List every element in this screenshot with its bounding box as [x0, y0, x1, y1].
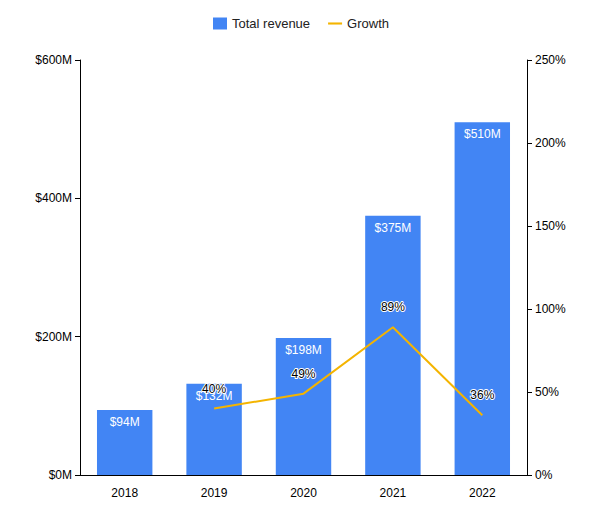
svg-text:2018: 2018: [111, 486, 138, 500]
svg-text:Growth: Growth: [347, 16, 389, 31]
svg-text:50%: 50%: [535, 385, 559, 399]
svg-text:2021: 2021: [380, 486, 407, 500]
svg-text:$200M: $200M: [35, 330, 72, 344]
svg-text:89%: 89%: [381, 300, 405, 314]
svg-text:36%: 36%: [470, 388, 494, 402]
svg-text:2022: 2022: [469, 486, 496, 500]
svg-text:$0M: $0M: [49, 468, 72, 482]
svg-text:$94M: $94M: [110, 415, 140, 429]
svg-text:$198M: $198M: [285, 343, 322, 357]
svg-text:150%: 150%: [535, 219, 566, 233]
svg-text:$375M: $375M: [375, 221, 412, 235]
svg-text:49%: 49%: [291, 367, 315, 381]
svg-text:40%: 40%: [202, 382, 226, 396]
svg-text:2020: 2020: [290, 486, 317, 500]
svg-text:2019: 2019: [201, 486, 228, 500]
svg-text:Total revenue: Total revenue: [232, 16, 310, 31]
svg-text:250%: 250%: [535, 53, 566, 67]
svg-text:$510M: $510M: [464, 127, 501, 141]
svg-text:0%: 0%: [535, 468, 553, 482]
svg-text:200%: 200%: [535, 136, 566, 150]
svg-text:100%: 100%: [535, 302, 566, 316]
svg-text:$132M: $132M: [195, 388, 233, 403]
svg-text:$400M: $400M: [35, 191, 72, 205]
svg-text:$600M: $600M: [35, 53, 72, 67]
